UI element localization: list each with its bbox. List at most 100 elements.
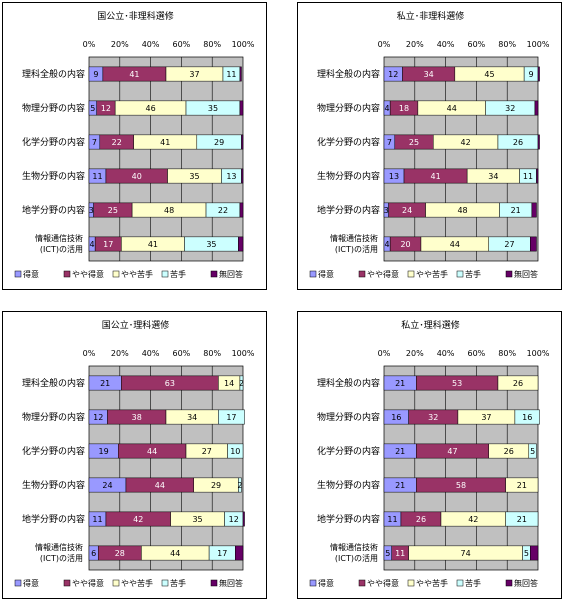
category-label: 情報通信技術 [35,542,83,552]
x-tick-label: 0% [83,349,96,358]
data-label: 14 [224,379,234,388]
x-tick-label: 20% [406,349,424,358]
data-label: 21 [517,515,527,524]
chart-title: 国公立･非理科選修 [97,10,174,22]
legend-label: 苦手 [170,269,186,279]
x-tick-label: 40% [142,349,160,358]
bar-segment [218,409,245,425]
category-label: 理科全般の内容 [22,377,85,389]
data-label: 26 [513,138,523,147]
legend-swatch [456,270,464,278]
x-tick-label: 60% [468,40,486,49]
data-label: 11 [395,549,405,558]
data-label: 44 [147,447,157,456]
data-label: 12 [388,70,398,79]
data-label: 17 [217,549,227,558]
data-label: 16 [522,413,532,422]
bar-segment [238,236,244,252]
data-label: 28 [115,549,125,558]
x-tick-label: 40% [437,349,455,358]
category-label: 物理分野の内容 [22,102,85,114]
legend-label: 得意 [318,269,334,279]
bar-segment [530,236,537,252]
data-label: 21 [395,481,405,490]
data-label: 18 [399,104,409,113]
legend-label: 得意 [318,578,334,588]
data-label: 35 [192,515,202,524]
legend-label: 得意 [23,269,39,279]
data-label: 5 [530,447,535,456]
data-label: 3 [89,206,94,215]
data-label: 5 [385,549,390,558]
legend-swatch [456,579,464,587]
data-label: 7 [387,138,392,147]
data-label: 74 [461,549,471,558]
legend-label: やや苦手 [121,578,153,588]
x-tick-label: 80% [203,40,221,49]
category-label: 物理分野の内容 [317,102,380,114]
x-tick-label: 60% [173,349,191,358]
legend-label: やや苦手 [416,578,448,588]
data-label: 26 [416,515,426,524]
legend-swatch [63,579,71,587]
chart-panel-4: 私立･理科選修 0% 20% 40% 60% 80% 100% 理科全般の内容 21 53 26 物理… [297,311,562,599]
data-label: 17 [103,240,113,249]
x-tick-label: 0% [83,40,96,49]
bar-segment [537,134,540,150]
category-label: 化学分野の内容 [22,445,85,457]
legend-swatch [309,270,317,278]
chart-title: 私立･非理科選修 [397,10,465,22]
data-label: 27 [202,447,212,456]
data-label: 34 [424,70,434,79]
data-label: 22 [112,138,122,147]
data-label: 25 [409,138,419,147]
data-label: 32 [428,413,438,422]
data-label: 17 [226,413,236,422]
legend-swatch [358,270,366,278]
data-label: 34 [488,172,498,181]
chart-title: 国公立･理科選修 [102,319,170,331]
data-label: 12 [229,515,239,524]
bar-segment [497,375,539,391]
data-label: 29 [211,481,221,490]
category-label: 理科全般の内容 [317,68,380,80]
bar-segment [227,443,244,459]
legend-label: 得意 [23,578,39,588]
category-label: 情報通信技術 [35,233,83,243]
legend-swatch [161,579,169,587]
data-label: 20 [400,240,410,249]
data-label: 44 [170,549,180,558]
plot-area [383,365,539,571]
data-label: 46 [146,104,156,113]
category-label: 地学分野の内容 [22,513,85,525]
bar-segment [534,100,539,116]
legend-label: 苦手 [465,578,481,588]
legend-swatch [14,579,22,587]
data-label: 44 [447,104,457,113]
legend-label: やや得意 [72,269,104,279]
data-label: 9 [529,70,534,79]
plot-area [88,56,244,262]
data-label: 37 [189,70,199,79]
bar-segment [241,134,244,150]
bar-segment [505,511,539,527]
x-tick-label: 20% [406,40,424,49]
legend-label: やや得意 [72,578,104,588]
legend-swatch [210,270,218,278]
data-label: 41 [160,138,170,147]
data-label: 24 [102,481,112,490]
bar-segment [536,168,539,184]
data-label: 24 [402,206,412,215]
legend-swatch [161,270,169,278]
data-label: 44 [155,481,165,490]
category-label: 物理分野の内容 [317,411,380,423]
legend-swatch [14,270,22,278]
category-label: 生物分野の内容 [317,479,380,491]
legend-swatch [112,579,120,587]
chart-panel-3: 国公立･理科選修 0% 20% 40% 60% 80% 100% 理科全般の内容 21 63 14 2… [2,311,267,599]
x-tick-label: 80% [203,349,221,358]
bar-segment [235,545,244,561]
data-label: 13 [389,172,399,181]
data-label: 11 [92,172,102,181]
x-tick-label: 40% [142,40,160,49]
